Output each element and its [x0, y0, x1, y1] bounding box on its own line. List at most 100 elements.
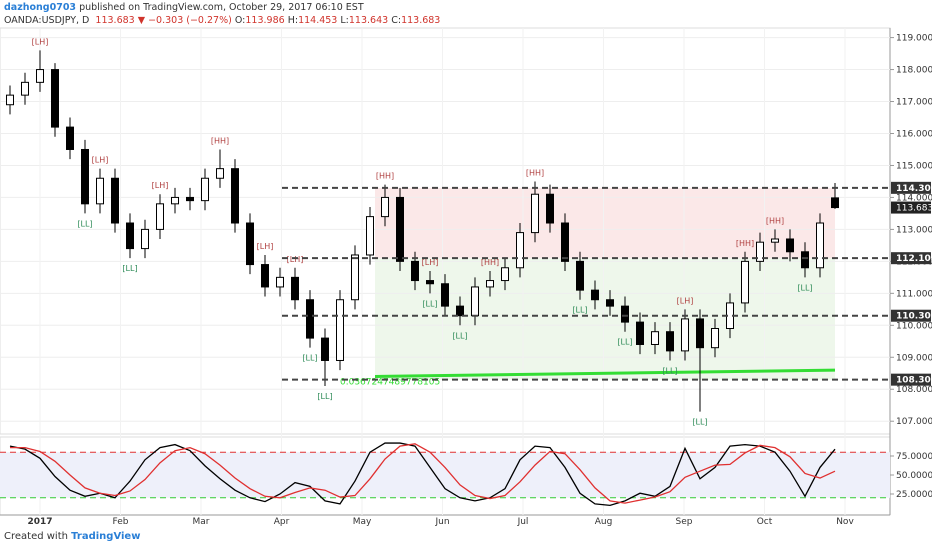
candle-body [351, 254, 359, 301]
last-price-tag [891, 201, 931, 214]
pivot-low-label: [LL] [122, 264, 137, 273]
change: −0.303 (−0.27%) [148, 15, 232, 26]
candle-body [411, 260, 419, 282]
publish-info: published on TradingView.com, October 29… [79, 2, 364, 13]
candle-body [111, 177, 119, 224]
candle-body [816, 222, 824, 269]
candle-body [261, 264, 269, 288]
x-tick-label: Nov [836, 517, 854, 527]
created-with: Created with [4, 531, 68, 542]
candle-body [606, 299, 614, 307]
pivot-low-label: [LL] [797, 283, 812, 292]
last-price: 113.683 [95, 15, 135, 26]
candle-body [576, 260, 584, 291]
candle-body [621, 305, 629, 323]
y-tick-label: 115.000 [896, 161, 932, 171]
candle-body [546, 193, 554, 224]
pivot-high-label: [HH] [526, 168, 544, 177]
publish-line: dazhong0703 published on TradingView.com… [4, 2, 364, 13]
candle-body [66, 126, 74, 150]
brand[interactable]: TradingView [71, 531, 141, 542]
level-tag [891, 309, 931, 322]
candle-body [246, 222, 254, 266]
candle-body [51, 69, 59, 128]
candle-body [561, 222, 569, 262]
candle-body [531, 193, 539, 234]
x-tick-label: Apr [274, 517, 290, 527]
pivot-low-label: [LL] [662, 366, 677, 375]
level-tag [891, 373, 931, 386]
stoch-line [9, 442, 836, 507]
candle-body [291, 276, 299, 301]
x-tick-label: Jun [434, 517, 449, 527]
candle-body [186, 196, 194, 202]
y-tick-label: 109.000 [896, 353, 932, 363]
candle-body [756, 241, 764, 262]
stoch-line [10, 443, 836, 504]
symbol-line: OANDA:USDJPY, D 113.683 ▼ −0.303 (−0.27%… [4, 15, 440, 26]
candle-body [471, 286, 479, 317]
y-tick-label: 118.000 [896, 66, 932, 76]
symbol: OANDA:USDJPY, D [4, 15, 90, 26]
pivot-low-label: [LL] [317, 392, 332, 401]
x-tick-label: Mar [193, 517, 210, 527]
candle-body [321, 337, 329, 361]
candle-body [786, 238, 794, 253]
candle-body [696, 318, 704, 349]
x-tick-label: Sep [676, 517, 693, 527]
pivot-high-label: [LH] [422, 258, 439, 267]
y-tick-label: 107.000 [896, 417, 932, 427]
range-zone-lower [375, 258, 835, 380]
candle-body [681, 318, 689, 352]
stoch-tick-label: 75.0000 [896, 452, 932, 462]
c-label: C: [391, 15, 402, 26]
trendline [374, 368, 836, 378]
pivot-high-label: [LH] [32, 37, 49, 46]
trendline-label: 0.0367247489778105 [340, 377, 440, 387]
x-tick-label: Jul [517, 517, 529, 527]
candle-body [366, 216, 374, 256]
open: 113.986 [245, 15, 285, 26]
pivot-high-label: [HH] [736, 239, 754, 248]
level-label: 114.300 [896, 184, 932, 194]
pivot-low-label: [LL] [422, 299, 437, 308]
y-tick-label: 108.000 [896, 385, 932, 395]
candle-body [426, 280, 434, 285]
candle-body [801, 251, 809, 269]
candle-body [651, 331, 659, 345]
pivot-low-label: [LL] [77, 219, 92, 228]
candle-body [216, 168, 224, 179]
candle-body [441, 283, 449, 307]
pivot-low-label: [LL] [617, 338, 632, 347]
h-label: H: [287, 15, 299, 26]
stoch-tick-label: 50.0000 [896, 471, 932, 481]
level-label: 110.300 [896, 312, 932, 322]
candle-body [666, 331, 674, 352]
pivot-high-label: [HH] [481, 258, 499, 267]
y-tick-label: 110.000 [896, 321, 932, 331]
author[interactable]: dazhong0703 [4, 2, 77, 13]
candle-body [306, 299, 314, 339]
candle-body [156, 203, 164, 230]
y-tick-label: 113.000 [896, 225, 932, 235]
candle-body [396, 196, 404, 262]
candle-body [381, 196, 389, 218]
pivot-high-label: [LH] [152, 181, 169, 190]
candle-body [21, 81, 29, 96]
level-tag [891, 181, 931, 194]
candle-body [6, 94, 14, 106]
pivot-high-label: [LH] [257, 242, 274, 251]
pivot-high-label: [LH] [677, 296, 694, 305]
high: 114.453 [298, 15, 338, 26]
level-label: 108.300 [896, 376, 932, 386]
x-tick-label: Oct [757, 517, 773, 527]
pivot-high-label: [LH] [92, 156, 109, 165]
y-tick-label: 116.000 [896, 129, 932, 139]
direction: ▼ [137, 15, 146, 26]
candle-body [516, 232, 524, 269]
last-price-label: 113.683 [896, 204, 932, 214]
candle-body [501, 267, 509, 282]
pivot-low-label: [LL] [452, 331, 467, 340]
y-tick-label: 119.000 [896, 34, 932, 44]
